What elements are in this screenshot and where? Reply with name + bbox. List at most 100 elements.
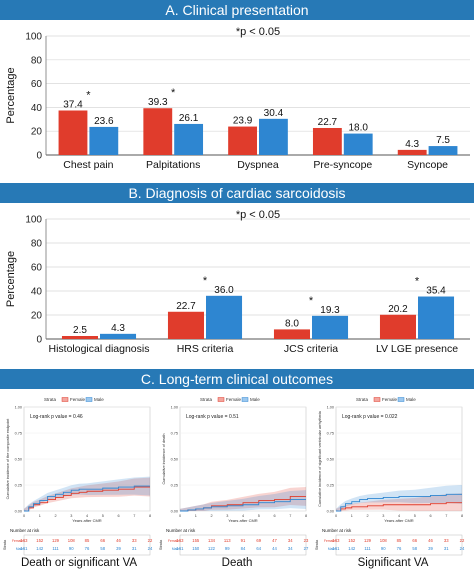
km3-risk-male-8: 24 [460, 546, 465, 551]
km1-xtick-2: 2 [54, 514, 56, 518]
km1-risk-male-3: 90 [69, 546, 74, 551]
chart-a-xtick-2: Dyspnea [237, 159, 279, 171]
km2-risk-male-0: 161 [177, 546, 185, 551]
km1-risk-female-3: 108 [68, 538, 76, 543]
km2-ytick-0: 0.00 [171, 510, 178, 514]
km3-xtick-2: 2 [366, 514, 368, 518]
km2-band-female [180, 486, 306, 511]
km-caption-3: Significant VA [357, 557, 429, 569]
km1-legend-male-swatch [85, 397, 93, 402]
chart-a-bar-male-3 [343, 133, 373, 155]
km1-ytick-0: 0.00 [15, 510, 22, 514]
chart-b-label-male-0: 4.3 [111, 323, 125, 334]
km1-xtick-0: 0 [23, 514, 25, 518]
chart-b-label-male-2: 19.3 [320, 305, 340, 316]
km3-risk-table [335, 534, 463, 556]
km3-risk-female-label: Female [324, 539, 335, 543]
km1-risk-female-8: 22 [148, 538, 153, 543]
km2-risk-male-7: 34 [288, 546, 293, 551]
km2-risk-female-5: 69 [256, 538, 261, 543]
km3-risk-male-label: Male [328, 547, 335, 551]
km1-xtick-5: 5 [102, 514, 104, 518]
chart-a-label-female-4: 4.3 [405, 139, 419, 150]
chart-a-label-male-3: 18.0 [348, 123, 368, 134]
diagnosis-chart: 0 20 40 60 80 100 Percentage *p < 0.05 2.5 4.3 His… [5, 209, 470, 355]
km3-risk-male-4: 76 [397, 546, 402, 551]
km1-risk-strata: Strata [3, 539, 7, 550]
km2-xtick-7: 7 [289, 514, 291, 518]
chart-a-label-female-2: 23.9 [233, 116, 253, 127]
km3-risk-male-6: 39 [428, 546, 433, 551]
chart-b-ytick-60: 60 [31, 263, 43, 274]
chart-b-label-female-1: 22.7 [176, 301, 196, 312]
chart-a-label-female-0: 37.4 [63, 99, 83, 110]
chart-a-ytick-20: 20 [31, 127, 43, 138]
km1-risk-female-5: 66 [100, 538, 105, 543]
chart-b-label-female-3: 20.2 [388, 304, 408, 315]
km3-xtick-0: 0 [335, 514, 337, 518]
km1-legend-female: Female [70, 397, 86, 402]
km1-ylabel: Cumulative incidence of the composite en… [6, 418, 10, 500]
km2-risk-title: Number at risk [166, 528, 196, 533]
km3-xtick-6: 6 [429, 514, 431, 518]
km2-risk-female-6: 47 [272, 538, 277, 543]
km1-ytick-2: 0.50 [15, 458, 22, 462]
chart-a-label-male-4: 7.5 [436, 135, 450, 146]
km2-strata-label: Strata [200, 397, 213, 402]
panel-c-title: C. Long-term clinical outcomes [0, 369, 474, 389]
chart-b-ytick-80: 80 [31, 239, 43, 250]
panel-b-title: B. Diagnosis of cardiac sarcoidosis [0, 183, 474, 203]
chart-a-bar-male-0 [89, 126, 119, 155]
km2-pvalue: Log-rank p value = 0.51 [186, 414, 239, 420]
km3-xtick-3: 3 [382, 514, 384, 518]
chart-b-bar-female-1 [167, 311, 204, 339]
km3-risk-female-6: 46 [428, 538, 433, 543]
km2-legend-female: Female [226, 397, 242, 402]
km3-band-male [336, 484, 462, 511]
km1-risk-male-5: 58 [100, 546, 105, 551]
km2-risk-male-3: 99 [225, 546, 230, 551]
km1-risk-male-4: 76 [85, 546, 90, 551]
km1-risk-male-8: 24 [148, 546, 153, 551]
km2-xtick-1: 1 [195, 514, 197, 518]
km2-xtick-0: 0 [179, 514, 181, 518]
chart-b-star-3: * [415, 276, 420, 288]
chart-b-ylabel: Percentage [5, 251, 17, 307]
km3-risk-female-0: 163 [333, 538, 341, 543]
km3-risk-male-7: 31 [444, 546, 449, 551]
chart-a-xtick-1: Palpitations [146, 159, 200, 171]
km3-xtick-4: 4 [398, 514, 400, 518]
chart-a-bar-male-4 [428, 146, 458, 155]
km2-ytick-4: 1.00 [171, 406, 178, 410]
km1-ytick-4: 1.00 [15, 406, 22, 410]
km3-xtick-1: 1 [351, 514, 353, 518]
km1-risk-female-label: Female [12, 539, 23, 543]
clinical-presentation-chart: 0 20 40 60 80 100 Percentage *p < 0.05 37.4 23.6 *… [5, 26, 470, 171]
km3-risk-male-3: 90 [381, 546, 386, 551]
chart-b-label-female-2: 8.0 [285, 318, 299, 329]
km3-risk-female-4: 85 [397, 538, 402, 543]
chart-b-label-male-1: 36.0 [214, 285, 234, 296]
km3-risk-female-3: 108 [380, 538, 388, 543]
km1-risk-female-2: 129 [52, 538, 60, 543]
chart-b-bar-male-3 [418, 296, 455, 339]
chart-a-bar-female-3 [312, 127, 342, 155]
km1-risk-female-4: 85 [85, 538, 90, 543]
km3-risk-female-5: 66 [412, 538, 417, 543]
km2-ytick-1: 0.25 [171, 484, 178, 488]
km1-legend-male: Male [94, 397, 104, 402]
km1-risk-male-6: 39 [116, 546, 121, 551]
km3-pvalue: Log-rank p value = 0.022 [342, 414, 398, 420]
km1-xtick-8: 8 [149, 514, 151, 518]
km1-risk-male-0: 161 [21, 546, 29, 551]
km3-legend-female-swatch [373, 397, 381, 402]
chart-a-xtick-3: Pre-syncope [313, 159, 372, 171]
chart-a-label-female-3: 22.7 [318, 117, 338, 128]
chart-a-label-female-1: 39.3 [148, 97, 168, 108]
km1-risk-male-2: 111 [52, 546, 59, 551]
km2-risk-female-8: 23 [304, 538, 309, 543]
km2-risk-female-label: Female [168, 539, 179, 543]
chart-b-xtick-3: LV LGE presence [376, 343, 458, 355]
km2-ylabel: Cumulative incidence of death [162, 434, 166, 485]
